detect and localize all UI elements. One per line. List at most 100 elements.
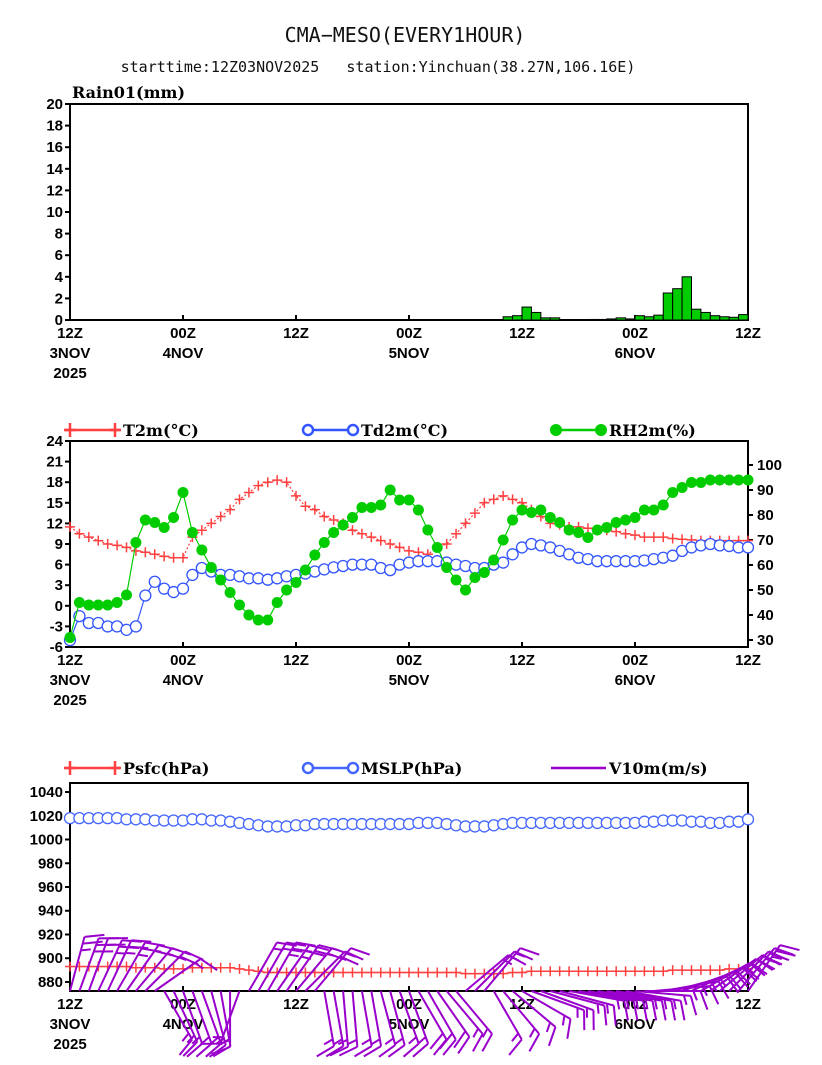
t2m-marker [328, 514, 339, 525]
t2m-marker [234, 494, 245, 505]
wind-barb [511, 990, 557, 1047]
t2m-marker [630, 530, 640, 541]
rain-bar [719, 316, 730, 321]
rain-bar [530, 311, 542, 321]
rh2m-marker [318, 537, 330, 548]
td2m-marker [506, 548, 519, 561]
rh2m-marker [328, 527, 340, 538]
y-tick-label: 1040 [30, 784, 63, 801]
y-tick-label: 14 [46, 161, 63, 178]
wind-barb [191, 990, 213, 1058]
wind-barb [436, 990, 471, 1054]
psfc-legend-marker [109, 761, 121, 775]
y-tick-label: 9 [55, 536, 63, 553]
t2m-legend-label: T2m(°C) [123, 421, 199, 440]
wind-barb [69, 933, 105, 992]
psfc-marker [469, 968, 480, 979]
x-tick-label: 12Z [735, 652, 761, 669]
y-tick-label: 12 [46, 515, 63, 532]
x-tick-label: 00Z [622, 325, 648, 342]
mslp-legend-marker [301, 761, 315, 775]
psfc-marker [347, 967, 358, 978]
wind-barb [200, 990, 241, 1045]
rh2m-marker [205, 562, 217, 573]
rh2m-marker [299, 564, 311, 576]
v10m-legend-label: V10m(m/s) [608, 759, 708, 778]
psfc-marker [658, 966, 669, 977]
rh2m-marker [563, 524, 575, 536]
rh2m-marker [83, 599, 95, 611]
t2m-marker [404, 545, 414, 556]
t2m-marker [178, 552, 188, 563]
rh2m-marker [704, 474, 716, 486]
x-tick-label: 3NOV [50, 345, 91, 362]
wind-barb [325, 990, 345, 1058]
x-tick-label: 00Z [170, 325, 196, 342]
psfc-marker [338, 967, 349, 978]
psfc-marker [535, 966, 546, 977]
rh2m-marker [356, 502, 368, 513]
wind-barb [353, 990, 373, 1058]
rain-bar [653, 314, 664, 321]
y-tick-label: 1000 [30, 832, 63, 849]
t2m-marker [375, 535, 386, 546]
t2m-marker [319, 511, 330, 522]
psfc-marker [375, 967, 386, 978]
rh2m-marker [507, 514, 519, 526]
rh2m-marker [281, 584, 293, 596]
wind-barb [747, 944, 800, 992]
rh2m-marker [497, 534, 509, 546]
rain-bar [615, 317, 627, 321]
psfc-marker [65, 961, 75, 972]
psfc-marker [667, 965, 678, 976]
td2m-legend-marker [301, 423, 315, 437]
td2m-marker [139, 589, 152, 602]
psfc-marker [413, 967, 424, 978]
t2m-marker [356, 528, 367, 539]
t2m-marker [309, 504, 320, 515]
pressure-wind-panel: 880 900 920 940 960 980 1000 1020 1040 12Z 3NOV 202… [30, 759, 800, 1058]
rh2m-marker [667, 487, 679, 498]
rh2m-marker [177, 487, 189, 498]
t2m-marker [479, 497, 490, 508]
rh2m-marker [478, 567, 490, 578]
t2m-marker [159, 551, 170, 562]
t2m-marker [112, 540, 123, 551]
rh2m-marker [73, 597, 85, 608]
wind-barb [606, 990, 667, 1021]
td2m-legend-label: Td2m(°C) [361, 421, 448, 440]
y-tick-label: 920 [38, 926, 63, 943]
rain-bar [521, 306, 532, 321]
rain-bar [606, 318, 617, 321]
x-tick-label: 00Z [396, 652, 422, 669]
rain-bar [662, 292, 674, 321]
plot-frame [69, 782, 749, 992]
y-tick-label: 12 [46, 182, 63, 199]
td2m-marker [741, 541, 755, 554]
rh2m-marker [168, 512, 180, 523]
rh2m-marker [412, 504, 424, 516]
x-tick-label: 4NOV [163, 672, 204, 689]
y-tick-label: 21 [46, 454, 63, 471]
wind-barb [597, 990, 658, 1021]
psfc-marker [460, 968, 471, 979]
rain-bar [596, 318, 608, 321]
t2m-marker [677, 534, 688, 545]
rh2m-marker [290, 577, 302, 588]
x-tick-label: 2025 [53, 1036, 86, 1053]
wind-barb [316, 990, 335, 1058]
rh2m-marker [525, 507, 537, 518]
t2m-marker [196, 525, 207, 536]
rh2m-marker [234, 599, 245, 611]
x-tick-label: 12Z [283, 325, 309, 342]
x-tick-label: 00Z [170, 652, 196, 669]
psfc-marker [677, 965, 688, 976]
x-tick-label: 00Z [396, 996, 422, 1013]
y2-tick-label: 30 [757, 632, 774, 649]
t2m-marker [300, 501, 311, 512]
rh2m-marker [365, 502, 377, 513]
td2m-marker [186, 568, 199, 582]
td2m-legend-marker [346, 423, 360, 437]
t2m-marker [611, 526, 622, 537]
